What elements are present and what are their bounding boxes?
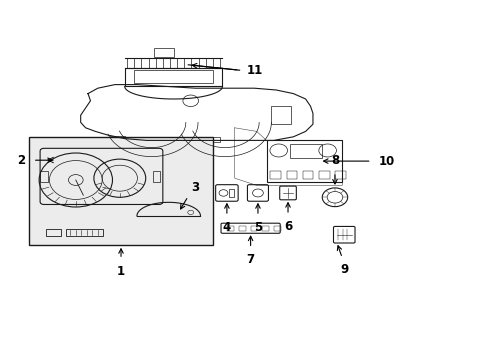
Text: 5: 5 <box>253 221 262 234</box>
Text: 6: 6 <box>284 220 291 233</box>
Bar <box>151 137 166 142</box>
Text: 4: 4 <box>223 221 230 234</box>
Bar <box>229 189 234 197</box>
Bar <box>266 140 342 182</box>
Bar <box>286 171 297 179</box>
Bar <box>270 171 281 179</box>
Bar <box>318 171 329 179</box>
Bar <box>154 48 173 57</box>
Bar <box>250 226 257 231</box>
Text: 7: 7 <box>246 253 254 266</box>
Bar <box>302 171 313 179</box>
Text: 2: 2 <box>17 154 25 167</box>
Bar <box>134 70 212 83</box>
Bar <box>273 226 280 231</box>
Bar <box>66 229 102 236</box>
Bar <box>40 171 48 182</box>
Text: 11: 11 <box>246 64 263 77</box>
Bar <box>289 144 321 158</box>
Bar <box>262 226 268 231</box>
Text: 8: 8 <box>330 154 338 167</box>
Bar <box>271 106 290 124</box>
Text: 10: 10 <box>378 154 394 168</box>
Bar <box>334 171 345 179</box>
Bar <box>29 137 212 245</box>
Bar <box>239 226 245 231</box>
Text: 1: 1 <box>117 265 125 278</box>
Bar <box>56 156 66 164</box>
Bar <box>124 68 222 86</box>
Bar <box>152 171 160 182</box>
Bar <box>46 229 61 236</box>
Bar <box>110 136 124 141</box>
Text: 9: 9 <box>340 263 347 276</box>
Bar <box>205 137 220 142</box>
Text: 3: 3 <box>190 181 199 194</box>
Bar <box>227 226 234 231</box>
